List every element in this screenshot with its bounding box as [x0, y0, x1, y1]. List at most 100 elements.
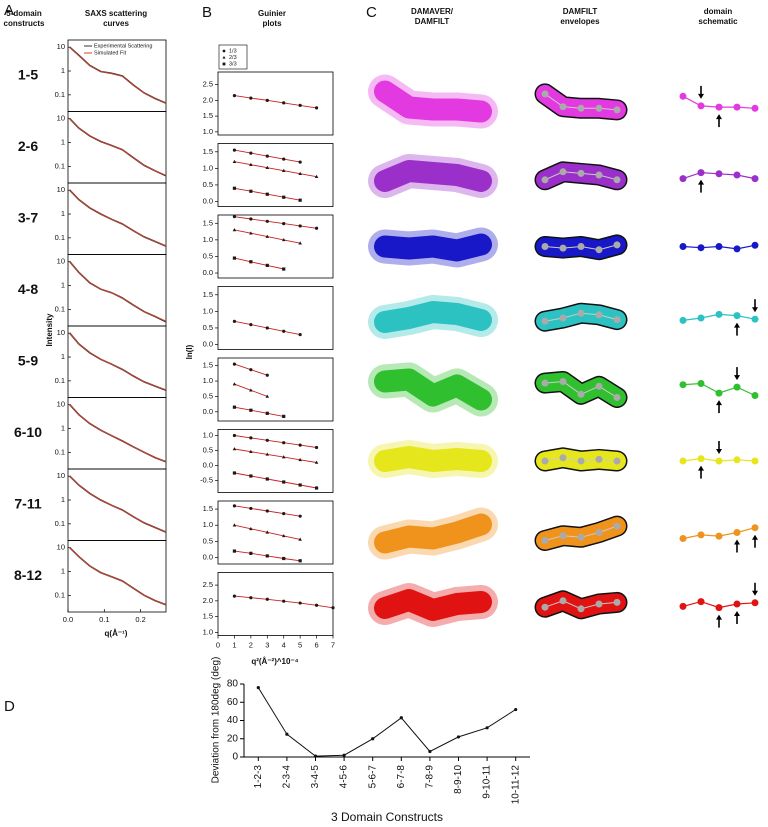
y-tick-label: 10: [57, 185, 65, 194]
y-tick-label: 1.5: [203, 290, 213, 299]
y-tick-label: 1.5: [203, 111, 213, 120]
fit-line: [234, 161, 317, 178]
point: [249, 408, 253, 412]
data-point: [342, 753, 346, 757]
schematic-domain: [679, 316, 687, 324]
domain-bead: [541, 603, 549, 611]
point: [265, 394, 270, 398]
y-tick-label: 0.5: [203, 180, 213, 189]
y-tick-label: 0.1: [55, 447, 65, 456]
schematic-domain: [751, 392, 759, 399]
x-tick-label: 2-3-4: [282, 765, 293, 789]
schematic-domain: [733, 456, 741, 464]
schematic-domain: [715, 604, 723, 612]
point: [232, 94, 237, 98]
schematic-domain: [733, 245, 741, 253]
plot-frame: [67, 540, 167, 613]
domain-bead: [541, 90, 549, 98]
point: [298, 601, 302, 605]
point: [298, 559, 302, 563]
point: [249, 551, 253, 555]
domain-bead: [559, 532, 567, 540]
fit-line: [234, 216, 317, 229]
saxs-curve: [69, 46, 167, 104]
domain-bead: [559, 168, 567, 176]
panel-label: C: [366, 4, 377, 21]
saxs-curve: [69, 404, 167, 463]
y-tick-label: 0.0: [203, 197, 213, 206]
fit-line: [234, 406, 284, 417]
arrow-head: [752, 590, 758, 596]
point: [282, 480, 286, 484]
fit-line: [234, 472, 317, 489]
point: [249, 323, 253, 327]
point: [249, 474, 253, 478]
x-tick-label: 3: [265, 640, 269, 649]
envelope-damaver: [368, 154, 498, 198]
y-tick-label: 2.5: [203, 80, 213, 89]
domain-bead: [577, 533, 585, 541]
schematic-domain: [697, 169, 705, 177]
envelope-core: [374, 80, 492, 123]
point: [282, 599, 286, 603]
point: [281, 237, 286, 242]
point: [265, 509, 269, 513]
domain-bead: [613, 522, 621, 530]
legend-label: 3/3: [229, 61, 237, 67]
data-point: [256, 686, 260, 690]
envelope-core: [374, 513, 492, 554]
schematic-domain: [751, 241, 759, 249]
column-header: schematic: [698, 17, 738, 26]
data-point: [428, 749, 432, 754]
x-tick-label: 0.1: [99, 615, 109, 624]
x-tick-label: 8-9-10: [453, 765, 464, 794]
point: [232, 362, 237, 366]
point: [314, 460, 319, 464]
schematic-domain: [697, 455, 705, 463]
point: [249, 231, 253, 235]
y-tick-label: 1.0: [203, 627, 213, 636]
arrow-head: [698, 179, 704, 185]
schematic-domain: [679, 381, 687, 389]
x-tick-label: 6: [314, 640, 318, 649]
arrow-head: [716, 114, 722, 120]
y-tick-label: 1.0: [203, 163, 213, 172]
point: [281, 455, 286, 459]
column-header: envelopes: [560, 17, 600, 26]
y-tick-label: 0.5: [203, 251, 213, 260]
y-tick-label: 0.1: [55, 519, 65, 528]
y-tick-label: 1: [61, 423, 65, 432]
envelope-damaver: [368, 227, 498, 268]
schematic-domain: [733, 171, 741, 179]
fit-line: [234, 257, 284, 270]
saxs-curve: [69, 547, 167, 606]
x-tick-label: 3-4-5: [310, 765, 321, 789]
column-header: curves: [103, 19, 129, 28]
x-tick-label: 0.2: [135, 615, 145, 624]
point: [314, 445, 319, 450]
envelope-core: [374, 446, 492, 472]
point: [265, 219, 269, 223]
envelope-core: [374, 589, 492, 621]
schematic-domain: [733, 529, 741, 536]
schematic-domain: [715, 532, 723, 540]
data-point: [399, 716, 403, 720]
schematic-domain: [733, 312, 741, 320]
data-line: [257, 687, 516, 757]
domain-bead: [577, 457, 585, 465]
schematic-domain: [715, 310, 723, 318]
point: [265, 452, 270, 456]
y-tick-label: 0: [232, 752, 238, 763]
point: [298, 514, 302, 518]
point: [249, 96, 253, 100]
envelope-damaver: [368, 295, 498, 339]
point: [282, 511, 286, 516]
point: [298, 103, 302, 107]
y-tick-label: 0.1: [55, 376, 65, 385]
saxs-curve: [69, 261, 167, 323]
point: [232, 256, 237, 260]
construct-label: 2-6: [18, 138, 38, 154]
point: [232, 319, 237, 323]
schematic-domain: [697, 102, 705, 110]
y-tick-label: 1.0: [203, 127, 213, 136]
